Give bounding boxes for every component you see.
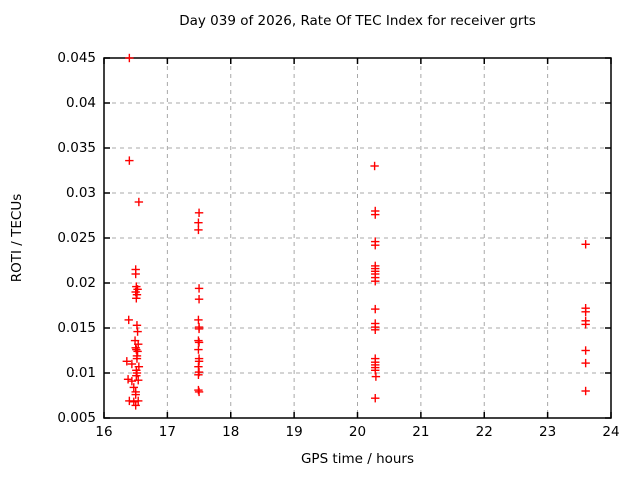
y-tick-label: 0.04 <box>65 95 96 111</box>
x-tick-label: 16 <box>95 424 113 440</box>
x-tick-label: 23 <box>539 424 557 440</box>
x-tick-label: 19 <box>285 424 303 440</box>
y-tick-label: 0.025 <box>57 230 96 246</box>
y-tick-label: 0.02 <box>65 275 96 291</box>
x-tick-label: 22 <box>475 424 493 440</box>
y-tick-label: 0.015 <box>57 320 96 336</box>
chart-title: Day 039 of 2026, Rate Of TEC Index for r… <box>179 13 536 29</box>
y-tick-label: 0.035 <box>57 140 96 156</box>
x-tick-label: 24 <box>602 424 620 440</box>
y-tick-label: 0.005 <box>57 410 96 426</box>
x-tick-label: 21 <box>412 424 430 440</box>
x-tick-label: 20 <box>348 424 367 440</box>
y-tick-label: 0.03 <box>65 185 96 201</box>
x-tick-label: 17 <box>158 424 176 440</box>
y-tick-label: 0.01 <box>65 365 96 381</box>
x-tick-label: 18 <box>222 424 240 440</box>
x-axis-label: GPS time / hours <box>300 451 415 467</box>
y-tick-label: 0.045 <box>57 50 96 66</box>
